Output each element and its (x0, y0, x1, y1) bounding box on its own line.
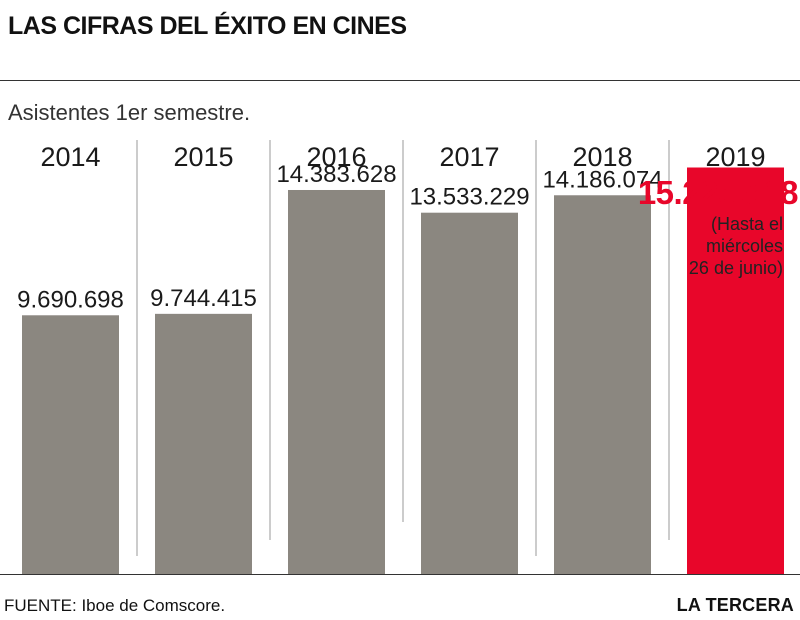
value-label: 14.186.074 (542, 166, 662, 193)
year-label: 2017 (439, 142, 499, 172)
value-label: 13.533.229 (409, 184, 529, 211)
publisher-logo: LA TERCERA (676, 595, 794, 615)
bar (288, 189, 385, 574)
year-label: 2016 (306, 142, 366, 172)
top-rule (0, 80, 800, 81)
year-label: 2019 (705, 142, 765, 172)
source-note: FUENTE: Iboe de Comscore. (4, 596, 226, 615)
highlight-note-line: miércoles (706, 236, 783, 256)
highlight-note-line: 26 de junio) (689, 258, 783, 278)
chart-title: LAS CIFRAS DEL ÉXITO EN CINES (8, 12, 407, 40)
bar (554, 195, 651, 574)
year-label: 2015 (173, 142, 233, 172)
highlight-note-line: (Hasta el (711, 214, 783, 234)
bar (155, 313, 252, 574)
year-label: 2014 (40, 142, 100, 172)
chart-subtitle: Asistentes 1er semestre. (8, 100, 251, 125)
bar (421, 212, 518, 574)
value-label: 9.690.698 (17, 286, 124, 313)
value-label: 14.383.628 (276, 161, 396, 188)
year-label: 2018 (572, 142, 632, 172)
value-label: 9.744.415 (150, 285, 257, 312)
bar (687, 167, 784, 574)
baseline-rule (0, 574, 800, 575)
bar (22, 315, 119, 574)
value-label: 15.225.918 (638, 174, 798, 211)
